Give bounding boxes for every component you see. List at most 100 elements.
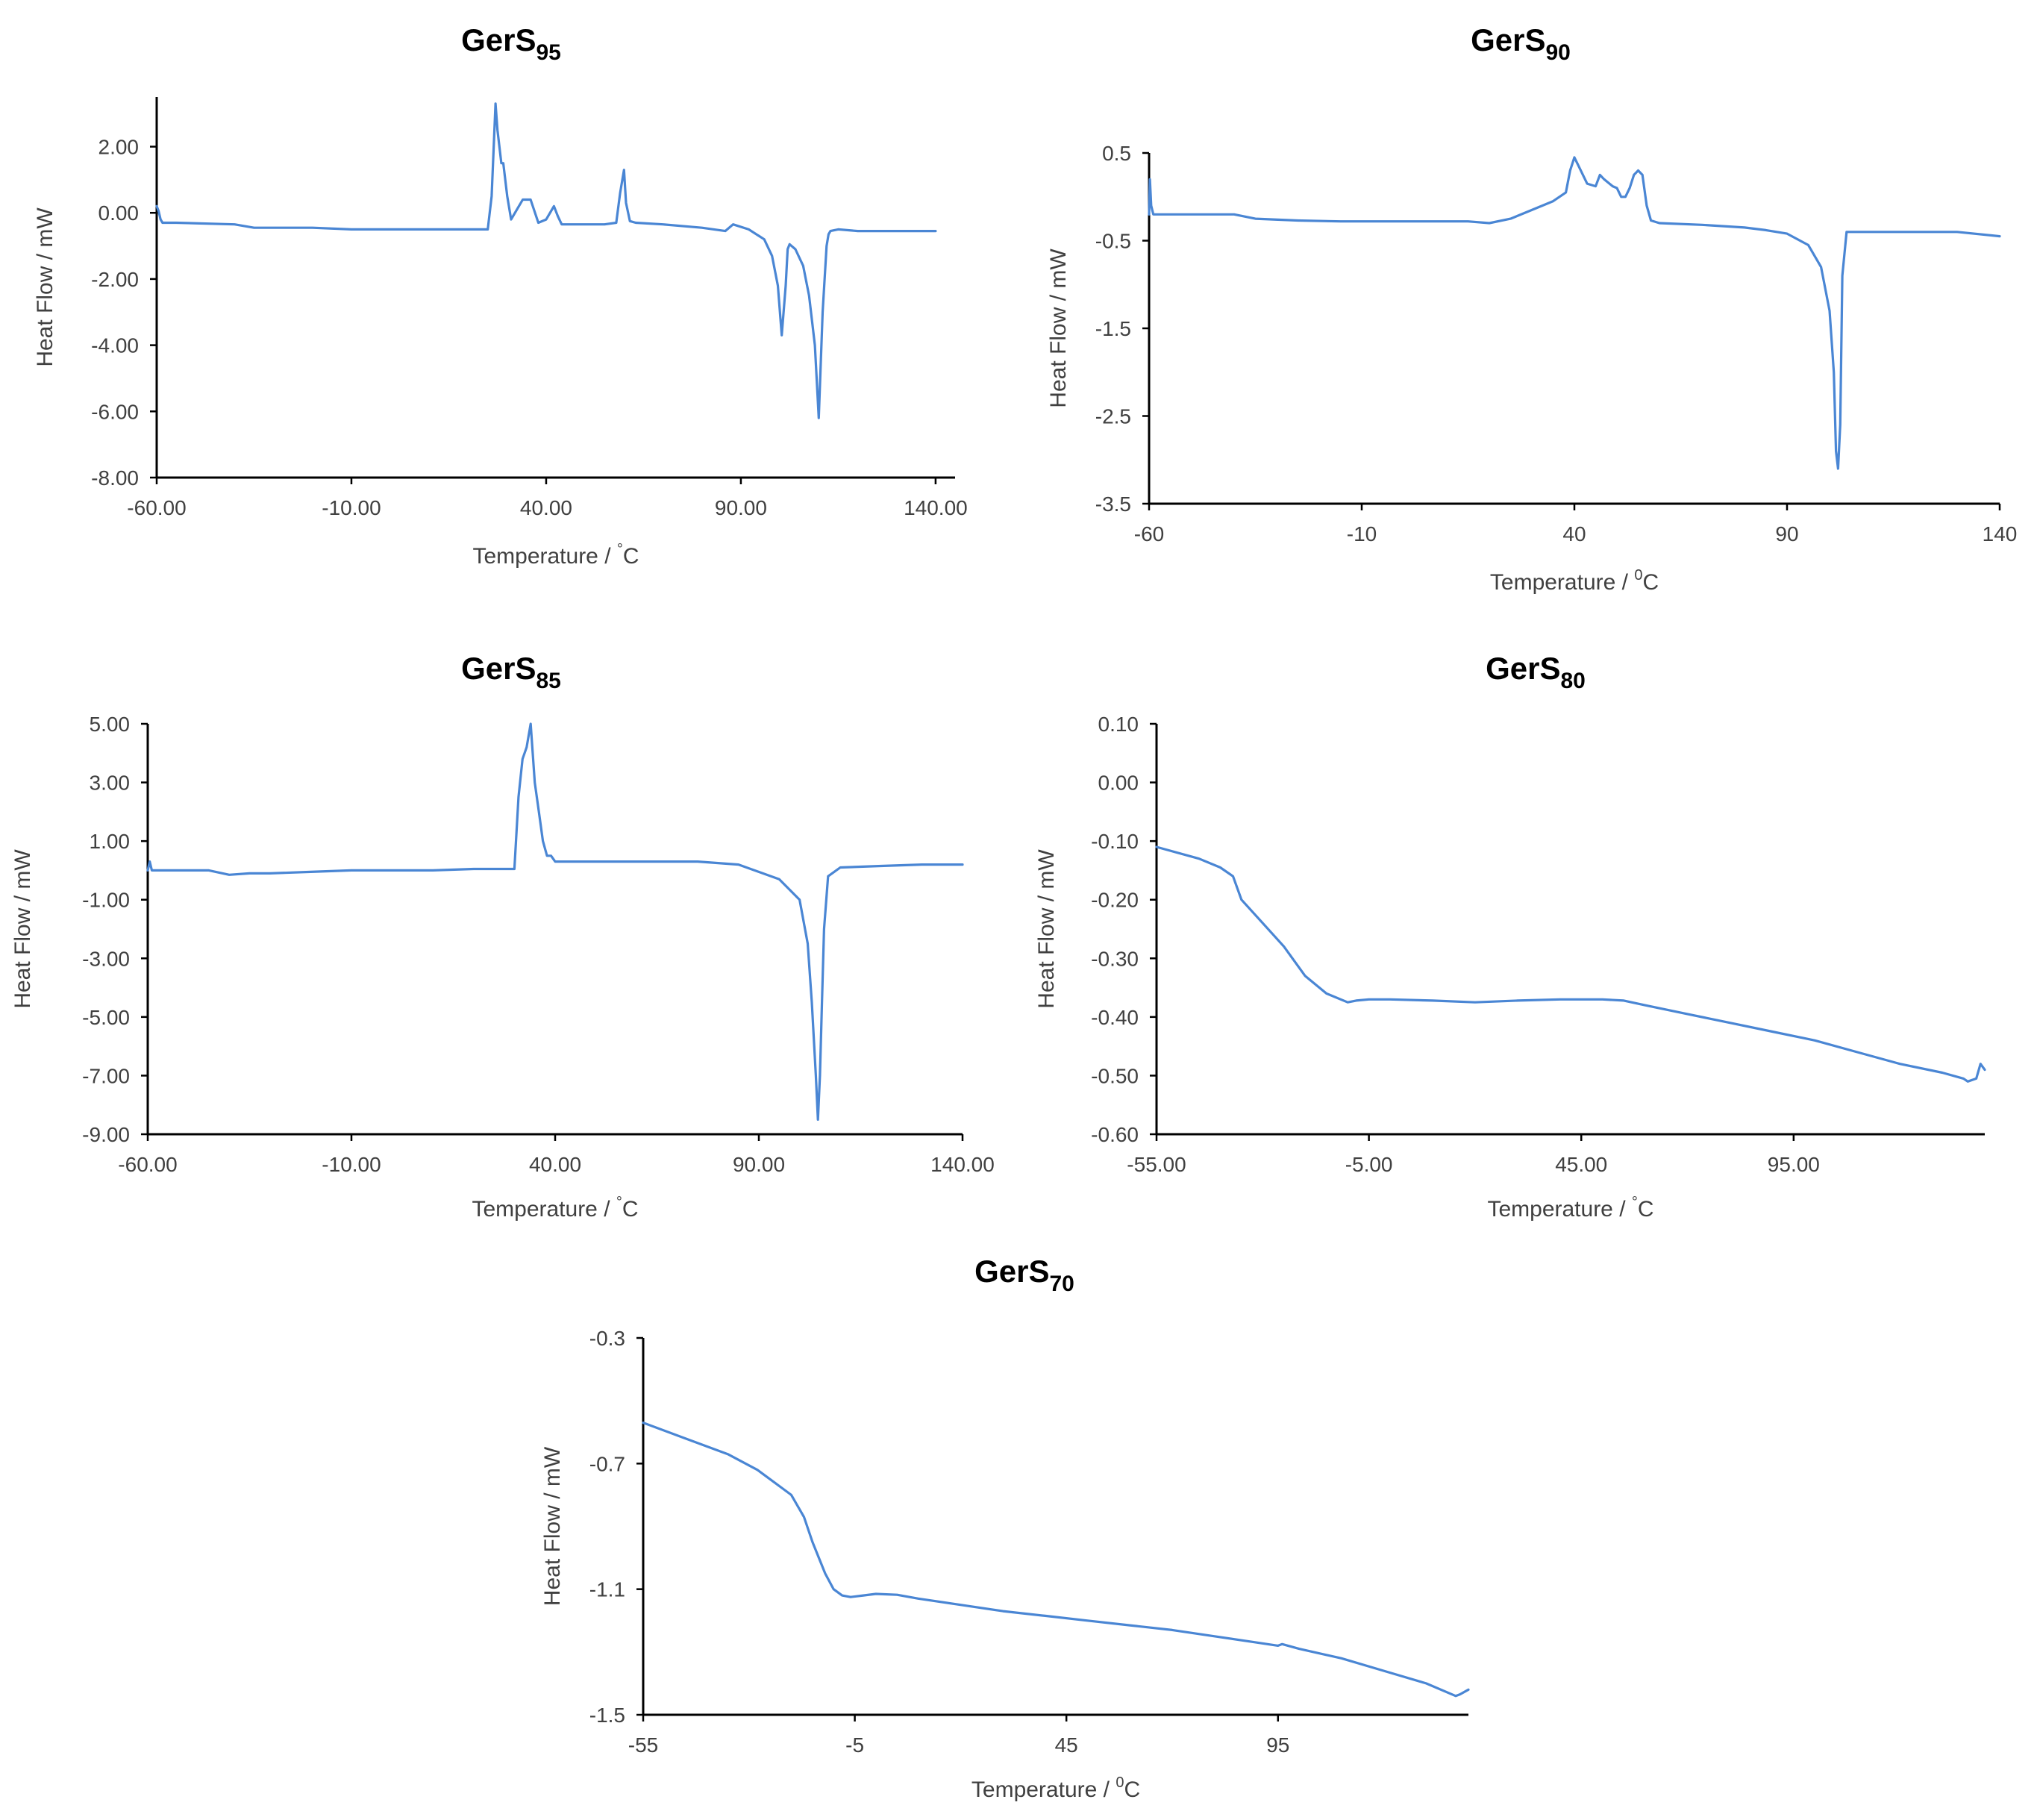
y-tick-label: -6.00 <box>91 400 139 423</box>
y-tick-label: -1.1 <box>589 1578 625 1601</box>
x-tick-label: 90.00 <box>715 496 767 519</box>
y-tick-label: -1.00 <box>82 889 130 912</box>
x-tick-label: 40 <box>1562 522 1586 545</box>
chart-title-subscript: 90 <box>1546 40 1571 65</box>
y-axis-title: Heat Flow / mW <box>10 849 35 1009</box>
chart-title-main: GerS <box>974 1254 1049 1289</box>
x-axis-unit: C <box>1124 1777 1140 1802</box>
x-axis-unit-superscript: ° <box>617 541 623 557</box>
x-tick-label: -60 <box>1134 522 1164 545</box>
y-tick-label: -1.5 <box>589 1704 625 1727</box>
x-axis-title-text: Temperature / <box>971 1777 1116 1802</box>
chart-gers70: GerS70 -0.3 -0.7 -1.1 -1.5-55 -5 45 95 Temperatu… <box>540 1254 1470 1802</box>
x-tick-label: 40.00 <box>529 1153 581 1176</box>
y-tick-label: -0.7 <box>589 1452 625 1475</box>
y-tick-label: 3.00 <box>90 772 131 795</box>
y-tick-label: 0.10 <box>1098 713 1139 736</box>
chart-title: GerS90 <box>1471 22 1571 65</box>
y-tick-label: -9.00 <box>82 1123 130 1146</box>
chart-title-subscript: 80 <box>1561 669 1586 693</box>
y-tick-label: -5.00 <box>82 1006 130 1029</box>
chart-gers95: GerS95 2.00 0.00 -2.00 -4.00 -6.00 -8.00 -60.00… <box>33 22 968 569</box>
y-tick-label: -0.40 <box>1091 1006 1139 1029</box>
y-tick-label: 0.00 <box>1098 772 1139 795</box>
x-axis-title: Temperature / °C <box>1487 1194 1653 1222</box>
x-axis-unit-superscript: 0 <box>1116 1774 1124 1791</box>
x-tick-label: 140.00 <box>930 1153 995 1176</box>
y-tick-label: -2.00 <box>91 268 139 291</box>
y-tick-label: -0.3 <box>589 1327 625 1350</box>
y-tick-label: 1.00 <box>90 830 131 853</box>
series-line-GerS80 <box>1155 845 1986 1083</box>
x-axis-title: Temperature / °C <box>472 541 639 569</box>
x-tick-label: -60.00 <box>127 496 186 519</box>
x-tick-label: 95 <box>1266 1733 1289 1757</box>
y-tick-label: 5.00 <box>90 713 131 736</box>
chart-title: GerS80 <box>1486 651 1586 693</box>
x-axis-title-text: Temperature / <box>472 1197 616 1222</box>
x-axis-title: Temperature / 0C <box>971 1774 1140 1802</box>
chart-gers85: GerS85 5.00 3.00 1.00 -1.00 -3.00 -5.00 -7.00 -9… <box>10 651 995 1222</box>
y-tick-label: -2.5 <box>1095 405 1131 428</box>
y-axis-title: Heat Flow / mW <box>540 1446 565 1606</box>
chart-title: GerS95 <box>461 22 561 65</box>
y-tick-label: -0.30 <box>1091 947 1139 970</box>
y-axis-title: Heat Flow / mW <box>1046 248 1071 408</box>
chart-title-main: GerS <box>1471 22 1545 57</box>
chart-title-subscript: 70 <box>1050 1272 1074 1296</box>
y-axis-title: Heat Flow / mW <box>1034 849 1059 1009</box>
x-tick-label: -5 <box>845 1733 864 1757</box>
y-tick-label: 0.5 <box>1102 142 1131 165</box>
x-axis-unit-superscript: ° <box>1632 1194 1638 1210</box>
x-tick-label: 140.00 <box>904 496 968 519</box>
y-tick-label: -1.5 <box>1095 317 1131 340</box>
series-line-GerS85 <box>146 722 964 1121</box>
chart-title-subscript: 85 <box>536 669 561 693</box>
x-tick-label: -55 <box>628 1733 658 1757</box>
y-tick-label: 0.00 <box>98 201 140 225</box>
x-tick-label: -10.00 <box>322 496 381 519</box>
x-tick-label: 95.00 <box>1768 1153 1820 1176</box>
y-tick-label: -0.60 <box>1091 1123 1139 1146</box>
x-axis-unit: C <box>1638 1197 1654 1222</box>
x-tick-label: -55.00 <box>1127 1153 1186 1176</box>
y-tick-label: -7.00 <box>82 1064 130 1087</box>
y-tick-label: -3.5 <box>1095 492 1131 516</box>
x-axis-unit: C <box>622 1197 639 1222</box>
x-tick-label: 45 <box>1055 1733 1078 1757</box>
x-tick-label: 90 <box>1775 522 1798 545</box>
x-tick-label: 40.00 <box>520 496 572 519</box>
chart-title: GerS70 <box>974 1254 1074 1296</box>
series-line-GerS70 <box>642 1422 1470 1698</box>
y-tick-label: -0.10 <box>1091 830 1139 853</box>
chart-title-main: GerS <box>1486 651 1560 686</box>
x-axis-unit: C <box>1642 570 1659 595</box>
x-axis-unit-superscript: ° <box>616 1194 622 1210</box>
x-tick-label: 45.00 <box>1555 1153 1607 1176</box>
x-axis-unit: C <box>623 544 639 569</box>
chart-title: GerS85 <box>461 651 561 693</box>
series-line-GerS95 <box>155 102 937 419</box>
chart-gers80: GerS80 0.10 0.00 -0.10 -0.20 -0.30 -0.40 -0.50 -… <box>1034 651 1986 1222</box>
x-axis-title-text: Temperature / <box>1490 570 1634 595</box>
y-axis-title: Heat Flow / mW <box>33 207 57 367</box>
chart-title-main: GerS <box>461 651 536 686</box>
x-tick-label: -10.00 <box>322 1153 381 1176</box>
series-line-GerS90 <box>1148 156 2001 470</box>
y-tick-label: -8.00 <box>91 466 139 490</box>
y-tick-label: -0.50 <box>1091 1064 1139 1087</box>
y-tick-label: -4.00 <box>91 334 139 357</box>
x-axis-title: Temperature / °C <box>472 1194 638 1222</box>
x-axis-title-text: Temperature / <box>472 544 616 569</box>
y-tick-label: -0.5 <box>1095 230 1131 253</box>
x-axis-unit-superscript: 0 <box>1634 567 1642 584</box>
y-tick-label: 2.00 <box>98 136 140 159</box>
x-tick-label: -60.00 <box>118 1153 177 1176</box>
y-tick-label: -3.00 <box>82 947 130 970</box>
x-tick-label: 90.00 <box>733 1153 785 1176</box>
chart-title-subscript: 95 <box>536 40 561 65</box>
x-axis-title-text: Temperature / <box>1487 1197 1631 1222</box>
y-tick-label: -0.20 <box>1091 889 1139 912</box>
